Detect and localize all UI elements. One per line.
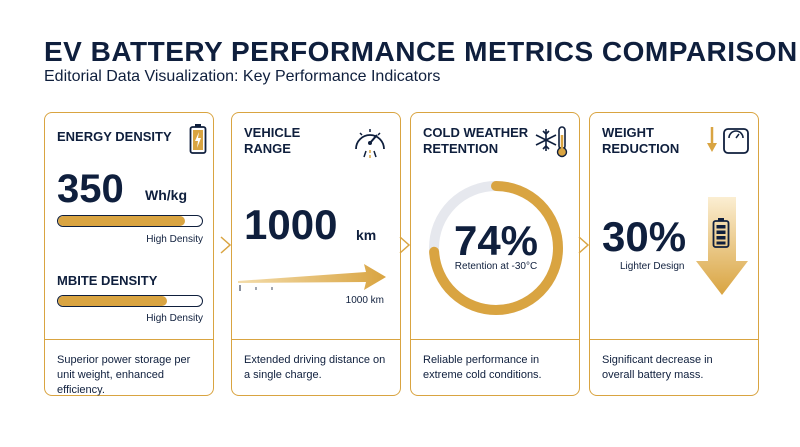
card-label: COLD WEATHER RETENTION: [423, 125, 528, 157]
chevron-right-icon: [220, 236, 232, 254]
vehicle-range-value: 1000: [244, 201, 338, 248]
speedometer-icon: [355, 129, 385, 158]
energy-density-value: 350: [57, 167, 124, 211]
page-title: EV BATTERY PERFORMANCE METRICS COMPARISO…: [44, 36, 798, 67]
sub-density-bar: [57, 295, 203, 307]
card-divider: [590, 339, 758, 340]
retention-value: 74%: [453, 217, 539, 264]
battery-icon: [712, 218, 730, 248]
card-divider: [232, 339, 400, 340]
energy-density-card: ENERGY DENSITY 350 Wh/kg High Density MB…: [44, 112, 214, 396]
scale-down-icon: [707, 127, 749, 154]
energy-density-unit: Wh/kg: [145, 187, 187, 203]
weight-reduction-caption: Lighter Design: [620, 261, 685, 272]
sub-density-bar-fill: [58, 296, 168, 306]
weight-reduction-value: 30%: [602, 213, 687, 260]
retention-caption: Retention at -30°C: [454, 261, 538, 272]
card-label-line1: VEHICLE: [244, 125, 301, 140]
card-label-line2: RETENTION: [423, 141, 499, 156]
card-label-line2: RANGE: [244, 141, 291, 156]
sub-density-bar-caption: High Density: [146, 313, 203, 324]
snowflake-thermometer-icon: [535, 126, 568, 158]
down-arrow-icon: [696, 197, 748, 295]
battery-charge-icon: [189, 124, 207, 154]
card-label-line1: COLD WEATHER: [423, 125, 529, 140]
chevron-right-icon: [578, 236, 590, 254]
energy-density-bar-fill: [58, 216, 185, 226]
retention-ring-arc: [429, 181, 563, 315]
page-subtitle: Editorial Data Visualization: Key Perfor…: [44, 68, 441, 85]
energy-density-bar: [57, 215, 203, 227]
card-description: Extended driving distance on a single ch…: [244, 354, 386, 381]
card-divider: [411, 339, 579, 340]
card-description: Superior power storage per unit weight, …: [57, 354, 191, 396]
card-label: VEHICLE RANGE: [244, 125, 300, 157]
range-arrow-icon: [238, 264, 386, 291]
card-label-line1: WEIGHT: [602, 125, 654, 140]
weight-reduction-card: WEIGHT REDUCTION 30% Lighter Design Sign…: [589, 112, 759, 396]
chevron-right-icon: [399, 236, 411, 254]
card-divider: [45, 339, 213, 340]
sub-density-label: MBITE DENSITY: [57, 273, 158, 288]
retention-ring-chart: [429, 181, 563, 315]
card-description: Significant decrease in overall battery …: [602, 354, 713, 381]
card-label-line2: REDUCTION: [602, 141, 680, 156]
cold-weather-card: COLD WEATHER RETENTION 74% Retention at …: [410, 112, 580, 396]
card-description: Reliable performance in extreme cold con…: [423, 354, 542, 381]
card-label: WEIGHT REDUCTION: [602, 125, 679, 157]
card-label: ENERGY DENSITY: [57, 129, 172, 144]
vehicle-range-unit: km: [356, 227, 377, 243]
energy-density-bar-caption: High Density: [146, 234, 203, 245]
range-arrow-caption: 1000 km: [345, 295, 384, 306]
vehicle-range-card: VEHICLE RANGE 1000 km 1000 km Extended d…: [231, 112, 401, 396]
